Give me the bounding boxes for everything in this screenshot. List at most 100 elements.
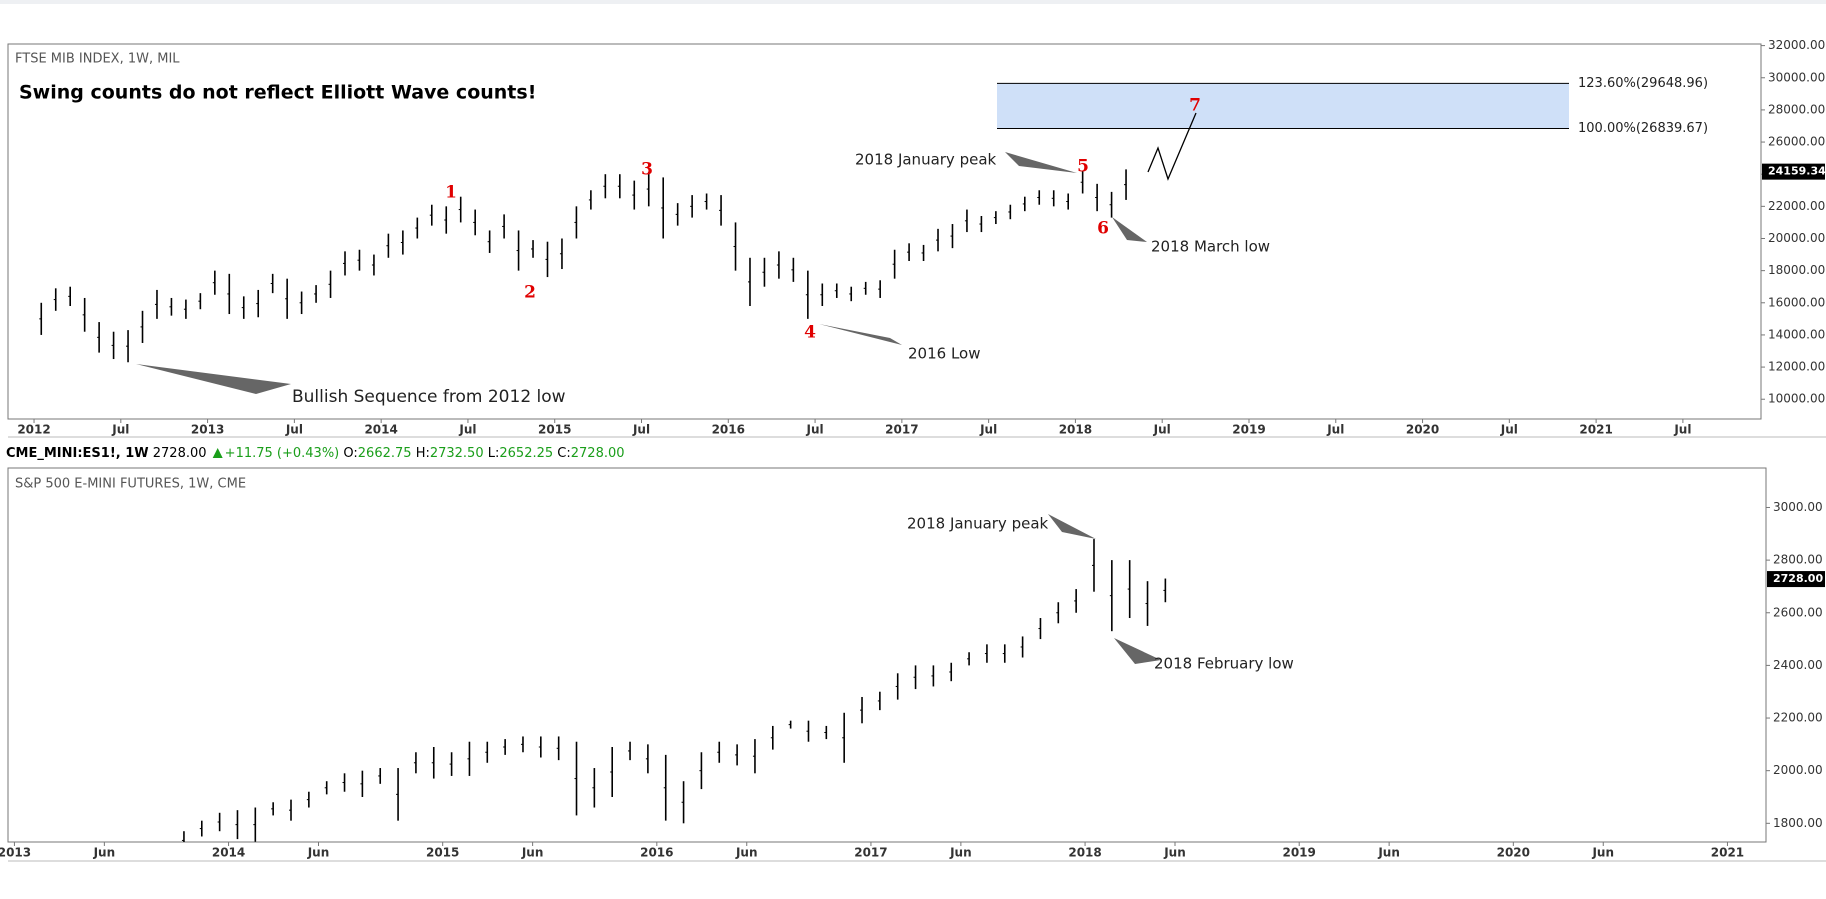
x-tick-label: Jun <box>93 846 116 860</box>
x-tick-label: 2018 <box>1068 846 1101 860</box>
y-tick-label: 28000.00 <box>1768 102 1825 116</box>
annotation: 2018 March low <box>1151 238 1270 256</box>
chart-2: 1800.00 2000.00 2200.00 2400.00 2600.00 2800.… <box>0 500 1825 860</box>
close-label: C: <box>557 446 570 461</box>
arrow <box>1048 514 1096 539</box>
change: +11.75 (+0.43%) <box>225 446 340 461</box>
top-strip <box>0 0 1826 4</box>
x-tick-label: 2016 <box>640 846 673 860</box>
subtitle: Swing counts do not reflect Elliott Wave… <box>19 82 536 104</box>
y-tick-label: 30000.00 <box>1768 70 1825 84</box>
x-tick-label: Jul <box>632 423 650 437</box>
high-label: H: <box>416 446 430 461</box>
x-tick-label: Jul <box>1153 423 1171 437</box>
y-tick-label: 10000.00 <box>1768 392 1825 406</box>
x-tick-label: Jul <box>458 423 476 437</box>
bars <box>39 82 1569 363</box>
x-tick-label: 2021 <box>1579 423 1612 437</box>
y-tick-label: 2200.00 <box>1773 711 1823 725</box>
arrow <box>136 364 291 394</box>
arrow <box>1005 152 1077 173</box>
y-tick-label: 2800.00 <box>1773 553 1823 567</box>
last-price-label: 24159.34 <box>1768 165 1826 178</box>
x-tick-label: 2017 <box>885 423 918 437</box>
y-tick-label: 14000.00 <box>1768 327 1825 341</box>
y-tick-label: 26000.00 <box>1768 135 1825 149</box>
last-price-badge <box>1767 571 1825 588</box>
last-price-badge <box>1762 163 1825 180</box>
high: 2732.50 <box>430 446 484 461</box>
close: 2728.00 <box>571 446 625 461</box>
annotation: Bullish Sequence from 2012 low <box>292 387 566 407</box>
arrow <box>1112 217 1147 242</box>
bars <box>181 539 1167 842</box>
x-tick-label: Jul <box>1673 423 1691 437</box>
symbol-header: CME_MINI:ES1!, 1W 2728.00 +11.75 (+0.43%… <box>6 446 625 461</box>
x-tick-label: Jul <box>1326 423 1344 437</box>
x-tick-label: 2015 <box>426 846 459 860</box>
y-tick-label: 1800.00 <box>1773 816 1823 830</box>
x-tick-label: Jun <box>949 846 972 860</box>
x-tick-label: 2013 <box>0 846 31 860</box>
wave-label: 5 <box>1077 157 1089 177</box>
x-tick-label: 2019 <box>1232 423 1265 437</box>
annotation: 2016 Low <box>908 345 980 363</box>
y-tick-label: 20000.00 <box>1768 231 1825 245</box>
x-tick-label: Jun <box>1591 846 1614 860</box>
x-tick-label: Jul <box>111 423 129 437</box>
x-tick-label: 2016 <box>712 423 745 437</box>
y-tick-label: 12000.00 <box>1768 360 1825 374</box>
last-price-label: 2728.00 <box>1773 572 1823 585</box>
last: 2728.00 <box>153 446 207 461</box>
plot-frame <box>7 43 1762 420</box>
x-tick-label: 2021 <box>1711 846 1744 860</box>
open: 2662.75 <box>358 446 412 461</box>
x-tick-label: Jun <box>1163 846 1186 860</box>
y-tick-label: 2600.00 <box>1773 605 1823 619</box>
x-tick-label: 2012 <box>17 423 50 437</box>
x-tick-label: Jul <box>1500 423 1518 437</box>
chart-title: S&P 500 E-MINI FUTURES, 1W, CME <box>15 477 246 492</box>
x-tick-label: Jun <box>307 846 330 860</box>
fib-label: 123.60%(29648.96) <box>1578 76 1708 91</box>
y-tick-label: 22000.00 <box>1768 199 1825 213</box>
y-tick-label: 2400.00 <box>1773 658 1823 672</box>
x-tick-label: Jul <box>285 423 303 437</box>
low: 2652.25 <box>499 446 553 461</box>
wave-label: 6 <box>1097 219 1109 239</box>
x-tick-label: 2015 <box>538 423 571 437</box>
fib-label: 100.00%(26839.67) <box>1578 121 1708 136</box>
annotation: 2018 January peak <box>855 151 997 169</box>
wave-label: 1 <box>445 183 457 203</box>
y-tick-label: 2000.00 <box>1773 763 1823 777</box>
chart-1: 10000.00 12000.00 14000.00 16000.00 18000.00… <box>17 38 1826 436</box>
x-tick-label: Jun <box>1377 846 1400 860</box>
wave-label: 4 <box>804 323 816 343</box>
plot-frame <box>7 467 1767 843</box>
x-tick-label: Jun <box>521 846 544 860</box>
y-tick-label: 3000.00 <box>1773 500 1823 514</box>
y-tick-label: 18000.00 <box>1768 263 1825 277</box>
x-tick-label: 2014 <box>212 846 245 860</box>
x-tick-label: 2017 <box>854 846 887 860</box>
x-tick-label: 2020 <box>1406 423 1439 437</box>
arrow <box>1114 638 1161 664</box>
annotation: 2018 January peak <box>907 515 1049 533</box>
symbol: CME_MINI:ES1!, 1W <box>6 446 149 461</box>
up-icon <box>212 448 223 458</box>
open-label: O: <box>343 446 357 461</box>
annotation: 2018 February low <box>1154 655 1294 673</box>
wave-label: 2 <box>524 283 536 303</box>
wave-label: 7 <box>1189 96 1201 116</box>
low-label: L: <box>488 446 500 461</box>
y-tick-label: 16000.00 <box>1768 295 1825 309</box>
wave-label: 3 <box>641 160 653 180</box>
x-tick-label: 2013 <box>191 423 224 437</box>
x-tick-label: Jul <box>806 423 824 437</box>
x-tick-label: 2018 <box>1059 423 1092 437</box>
projection-path <box>1147 112 1197 181</box>
chart-title: FTSE MIB INDEX, 1W, MIL <box>15 52 180 67</box>
x-tick-label: 2020 <box>1497 846 1530 860</box>
